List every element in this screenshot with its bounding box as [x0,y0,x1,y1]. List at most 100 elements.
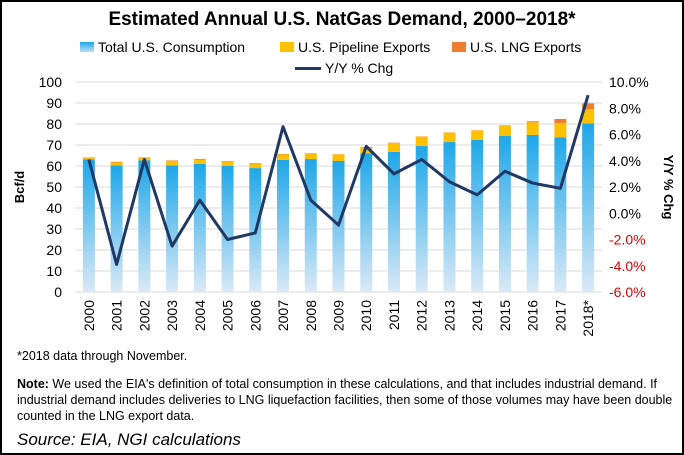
y-tick-label: 80 [46,116,62,132]
bar-u-s-pipeline-exports [193,159,206,164]
bar-total-u-s-consumption [110,165,123,292]
y-tick-label: 0 [54,284,62,300]
y2-tick-label: -4.0% [609,258,646,274]
legend-line [295,66,321,70]
x-tick-label: 2011 [386,300,402,330]
x-tick-label: 2017 [552,300,568,331]
y-tick-label: 60 [46,158,62,174]
x-tick-label: 2006 [247,300,263,331]
y-tick-label: 20 [46,242,62,258]
bar-u-s-pipeline-exports [221,161,234,166]
x-tick-label: 2008 [303,300,319,331]
bar-u-s-pipeline-exports [166,160,179,166]
y2-tick-label: 8.0% [609,100,641,116]
x-tick-label: 2003 [164,300,180,331]
bar-u-s-pipeline-exports [443,132,456,143]
bar-u-s-pipeline-exports [554,122,567,138]
bar-u-s-pipeline-exports [582,109,595,124]
chart-title: Estimated Annual U.S. NatGas Demand, 200… [108,9,576,30]
x-tick-label: 2016 [525,300,541,331]
bar-u-s-lng-exports [193,158,206,160]
bar-total-u-s-consumption [582,123,595,293]
y2-tick-label: 6.0% [609,127,641,143]
x-tick-label: 2007 [275,300,291,331]
bar-u-s-pipeline-exports [304,153,317,160]
bar-u-s-lng-exports [554,118,567,123]
x-tick-label: 2001 [109,300,125,331]
bar-u-s-pipeline-exports [471,130,484,140]
bar-u-s-pipeline-exports [387,143,400,152]
x-tick-label: 2013 [441,300,457,331]
legend-item-yoy: Y/Y % Chg [295,60,393,76]
x-tick-label: 2015 [497,300,513,331]
bar-u-s-pipeline-exports [277,154,290,160]
bar-u-s-pipeline-exports [526,122,539,135]
x-tick-label: 2002 [136,300,152,331]
bar-total-u-s-consumption [415,146,428,292]
x-tick-label: 2005 [220,300,236,331]
y-tick-label: 30 [46,221,62,237]
bar-u-s-pipeline-exports [332,154,345,161]
note: Note: We used the EIA's definition of to… [17,376,677,424]
x-tick-label: 2009 [331,300,347,331]
y-tick-label: 40 [46,200,62,216]
bar-u-s-pipeline-exports [110,162,123,166]
footnote: *2018 data through November. [17,349,188,363]
yoy-line [87,94,590,266]
y-axis-label: Bcf/d [12,171,27,204]
legend-label: Y/Y % Chg [325,60,394,76]
x-tick-label: 2012 [414,300,430,331]
bar-total-u-s-consumption [277,159,290,292]
bar-total-u-s-consumption [471,139,484,292]
bar-total-u-s-consumption [221,166,234,292]
bar-total-u-s-consumption [360,153,373,292]
legend-label: U.S. LNG Exports [470,39,582,55]
bar-u-s-lng-exports [582,103,595,110]
bar-u-s-pipeline-exports [249,163,262,169]
y-tick-label: 70 [46,137,62,153]
bar-u-s-pipeline-exports [415,136,428,147]
legend-item-consumption: Total U.S. Consumption [80,39,245,55]
y2-tick-label: -6.0% [609,284,646,300]
bar-u-s-lng-exports [526,121,539,123]
bar-total-u-s-consumption [387,151,400,292]
source: Source: EIA, NGI calculations [17,430,241,449]
x-tick-label: 2014 [469,300,485,331]
y-tick-label: 100 [39,74,63,90]
bar-total-u-s-consumption [304,159,317,292]
bar-total-u-s-consumption [526,134,539,292]
bar-u-s-pipeline-exports [498,125,511,136]
bar-total-u-s-consumption [138,160,151,292]
x-tick-label: 2010 [358,300,374,331]
y2-tick-label: 2.0% [609,179,641,195]
y-tick-label: 90 [46,95,62,111]
legend-label: U.S. Pipeline Exports [298,39,431,55]
y2-tick-label: 10.0% [609,74,649,90]
legend-label: Total U.S. Consumption [98,39,246,55]
y2-tick-label: -2.0% [609,232,646,248]
bar-total-u-s-consumption [166,165,179,292]
legend-swatch [452,42,466,52]
bar-u-s-pipeline-exports [82,157,95,160]
x-tick-label: 2004 [192,300,208,331]
bar-total-u-s-consumption [82,159,95,292]
legend-swatch [80,42,94,52]
note-text: We used the EIA's definition of total co… [17,377,673,423]
x-tick-label: 2018* [580,299,596,336]
y2-tick-label: 4.0% [609,153,641,169]
bar-total-u-s-consumption [498,135,511,292]
bar-u-s-lng-exports [110,161,123,163]
y2-tick-label: 0.0% [609,205,641,221]
bar-total-u-s-consumption [193,163,206,292]
legend-swatch [280,42,294,52]
legend-item-pipeline: U.S. Pipeline Exports [280,39,430,55]
legend-item-lng: U.S. LNG Exports [452,39,581,55]
bar-total-u-s-consumption [554,137,567,292]
y-tick-label: 10 [46,263,62,279]
plot-area: 0 10 20 30 40 50 60 70 80 90 100 -6.0% -4.0% -2.0% 0.0… [12,74,676,337]
x-tick-label: 2000 [81,300,97,331]
y-tick-label: 50 [46,179,62,195]
note-label: Note: [17,377,49,391]
bar-total-u-s-consumption [443,142,456,292]
